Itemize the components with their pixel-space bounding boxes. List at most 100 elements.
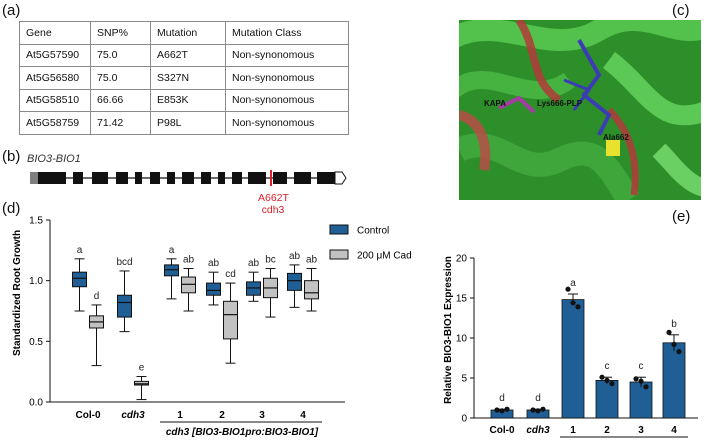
x-tick-label: Col-0 bbox=[490, 425, 515, 436]
box-iqr bbox=[134, 380, 149, 386]
expression-barchart: Relative BIO3-BIO1 Expression 0 5 10 15 20 Co… bbox=[443, 254, 698, 438]
legend-swatch-cad bbox=[329, 249, 349, 260]
data-point bbox=[604, 377, 610, 383]
box-200-μm-cad bbox=[181, 268, 196, 312]
table-row: At5G57590 75.0 A662T Non-synonomous bbox=[19, 43, 349, 67]
box-200-μm-cad bbox=[304, 268, 319, 312]
legend-label-control: Control bbox=[357, 226, 389, 237]
gene-utr-5 bbox=[30, 172, 38, 184]
gene-exon bbox=[92, 172, 108, 184]
panel-label-d: (d) bbox=[2, 200, 21, 217]
bar bbox=[595, 379, 619, 419]
bar bbox=[662, 342, 686, 419]
significance-letter: d bbox=[499, 393, 505, 404]
gene-exon bbox=[150, 172, 160, 184]
gene-exon bbox=[38, 172, 66, 184]
table-cell: 66.66 bbox=[90, 88, 151, 112]
gene-exon bbox=[73, 172, 83, 184]
gene-exon bbox=[273, 172, 287, 184]
allele-label: cdh3 bbox=[261, 204, 285, 216]
gene-utr-3 bbox=[334, 171, 347, 185]
table-cell: At5G58759 bbox=[19, 111, 91, 135]
box-iqr bbox=[72, 271, 87, 288]
significance-letter: bcd bbox=[116, 257, 132, 268]
gene-model bbox=[30, 170, 347, 186]
table-cell: At5G57590 bbox=[19, 43, 91, 67]
box-control bbox=[164, 258, 179, 300]
table-header-row: Gene SNP% Mutation Mutation Class bbox=[19, 21, 349, 45]
significance-letter: e bbox=[139, 363, 145, 374]
table-header: Mutation Class bbox=[225, 21, 349, 45]
y-tick-label: 10 bbox=[456, 334, 468, 345]
significance-letter: a bbox=[169, 245, 175, 256]
x-tick-label: cdh3 bbox=[526, 425, 550, 436]
table-cell: A662T bbox=[150, 43, 226, 67]
gene-exon bbox=[201, 172, 211, 184]
box-200-μm-cad bbox=[263, 268, 278, 318]
significance-letter: d bbox=[94, 291, 100, 302]
significance-letter: c bbox=[639, 361, 644, 372]
table-cell: 75.0 bbox=[90, 43, 151, 67]
table-cell: Non-synonomous bbox=[225, 66, 349, 90]
data-point bbox=[676, 349, 682, 355]
table-cell: E853K bbox=[150, 88, 226, 112]
x-tick-label: 1 bbox=[177, 410, 183, 421]
gene-exon bbox=[116, 172, 128, 184]
significance-letter: d bbox=[535, 393, 541, 404]
box-iqr bbox=[223, 300, 238, 340]
table-cell: S327N bbox=[150, 66, 226, 90]
gene-exon bbox=[294, 172, 311, 184]
root-growth-boxplot: Standardized Root Growth 0.0 0.5 1.0 1.5 Co… bbox=[12, 216, 412, 439]
structure-label-ala: Ala662 bbox=[603, 133, 629, 142]
gene-exon bbox=[182, 172, 194, 184]
legend-label-cad: 200 μM Cad bbox=[357, 251, 412, 262]
gene-exon bbox=[317, 172, 335, 184]
x-tick-label: cdh3 bbox=[121, 410, 145, 421]
protein-structure-image: KAPA Lys666-PLP Ala662 bbox=[459, 20, 701, 200]
gene-exon bbox=[248, 172, 266, 184]
mutation-label: A662T bbox=[258, 192, 289, 204]
panel-label-e: (e) bbox=[672, 208, 691, 225]
group-label: cdh3 [BIO3-BIO1pro:BIO3-BIO1] bbox=[166, 427, 319, 438]
panel-label-a: (a) bbox=[2, 2, 21, 19]
data-point bbox=[540, 406, 546, 412]
y-axis-label: Standardized Root Growth bbox=[12, 230, 23, 356]
table-cell: At5G58510 bbox=[19, 88, 91, 112]
box-iqr bbox=[206, 282, 221, 296]
y-tick-label: 15 bbox=[456, 294, 468, 305]
y-tick-label: 0 bbox=[461, 414, 467, 425]
significance-letter: ab bbox=[248, 258, 260, 269]
gene-exon bbox=[218, 172, 225, 184]
table-cell: Non-synonomous bbox=[225, 43, 349, 67]
data-point bbox=[494, 407, 500, 413]
bar bbox=[561, 299, 585, 419]
gene-exon bbox=[135, 172, 142, 184]
data-point bbox=[565, 286, 571, 292]
table-cell: 71.42 bbox=[90, 111, 151, 135]
box-control bbox=[287, 264, 302, 308]
significance-letter: a bbox=[77, 245, 83, 256]
data-point bbox=[575, 304, 581, 310]
significance-letter: bc bbox=[265, 255, 276, 266]
data-point bbox=[638, 378, 644, 384]
y-tick-label: 0.0 bbox=[29, 398, 43, 409]
box-iqr bbox=[181, 276, 196, 294]
x-tick-label: 2 bbox=[604, 425, 610, 436]
x-tick-label: Col-0 bbox=[76, 410, 101, 421]
y-tick-label: 1.5 bbox=[29, 216, 43, 227]
gene-exon bbox=[232, 172, 242, 184]
table-header: SNP% bbox=[90, 21, 151, 45]
significance-letter: c bbox=[605, 361, 610, 372]
table-cell: Non-synonomous bbox=[225, 111, 349, 135]
bar bbox=[629, 381, 653, 419]
table-header: Gene bbox=[19, 21, 91, 45]
box-iqr bbox=[117, 294, 132, 318]
box-200-μm-cad bbox=[89, 304, 104, 367]
gene-model-title: BIO3-BIO1 bbox=[27, 153, 81, 165]
box-200-μm-cad bbox=[223, 282, 238, 364]
panel-label-b: (b) bbox=[2, 148, 21, 165]
significance-letter: ab bbox=[208, 258, 220, 269]
data-point bbox=[633, 376, 639, 382]
data-point bbox=[535, 408, 541, 414]
table-cell: P98L bbox=[150, 111, 226, 135]
